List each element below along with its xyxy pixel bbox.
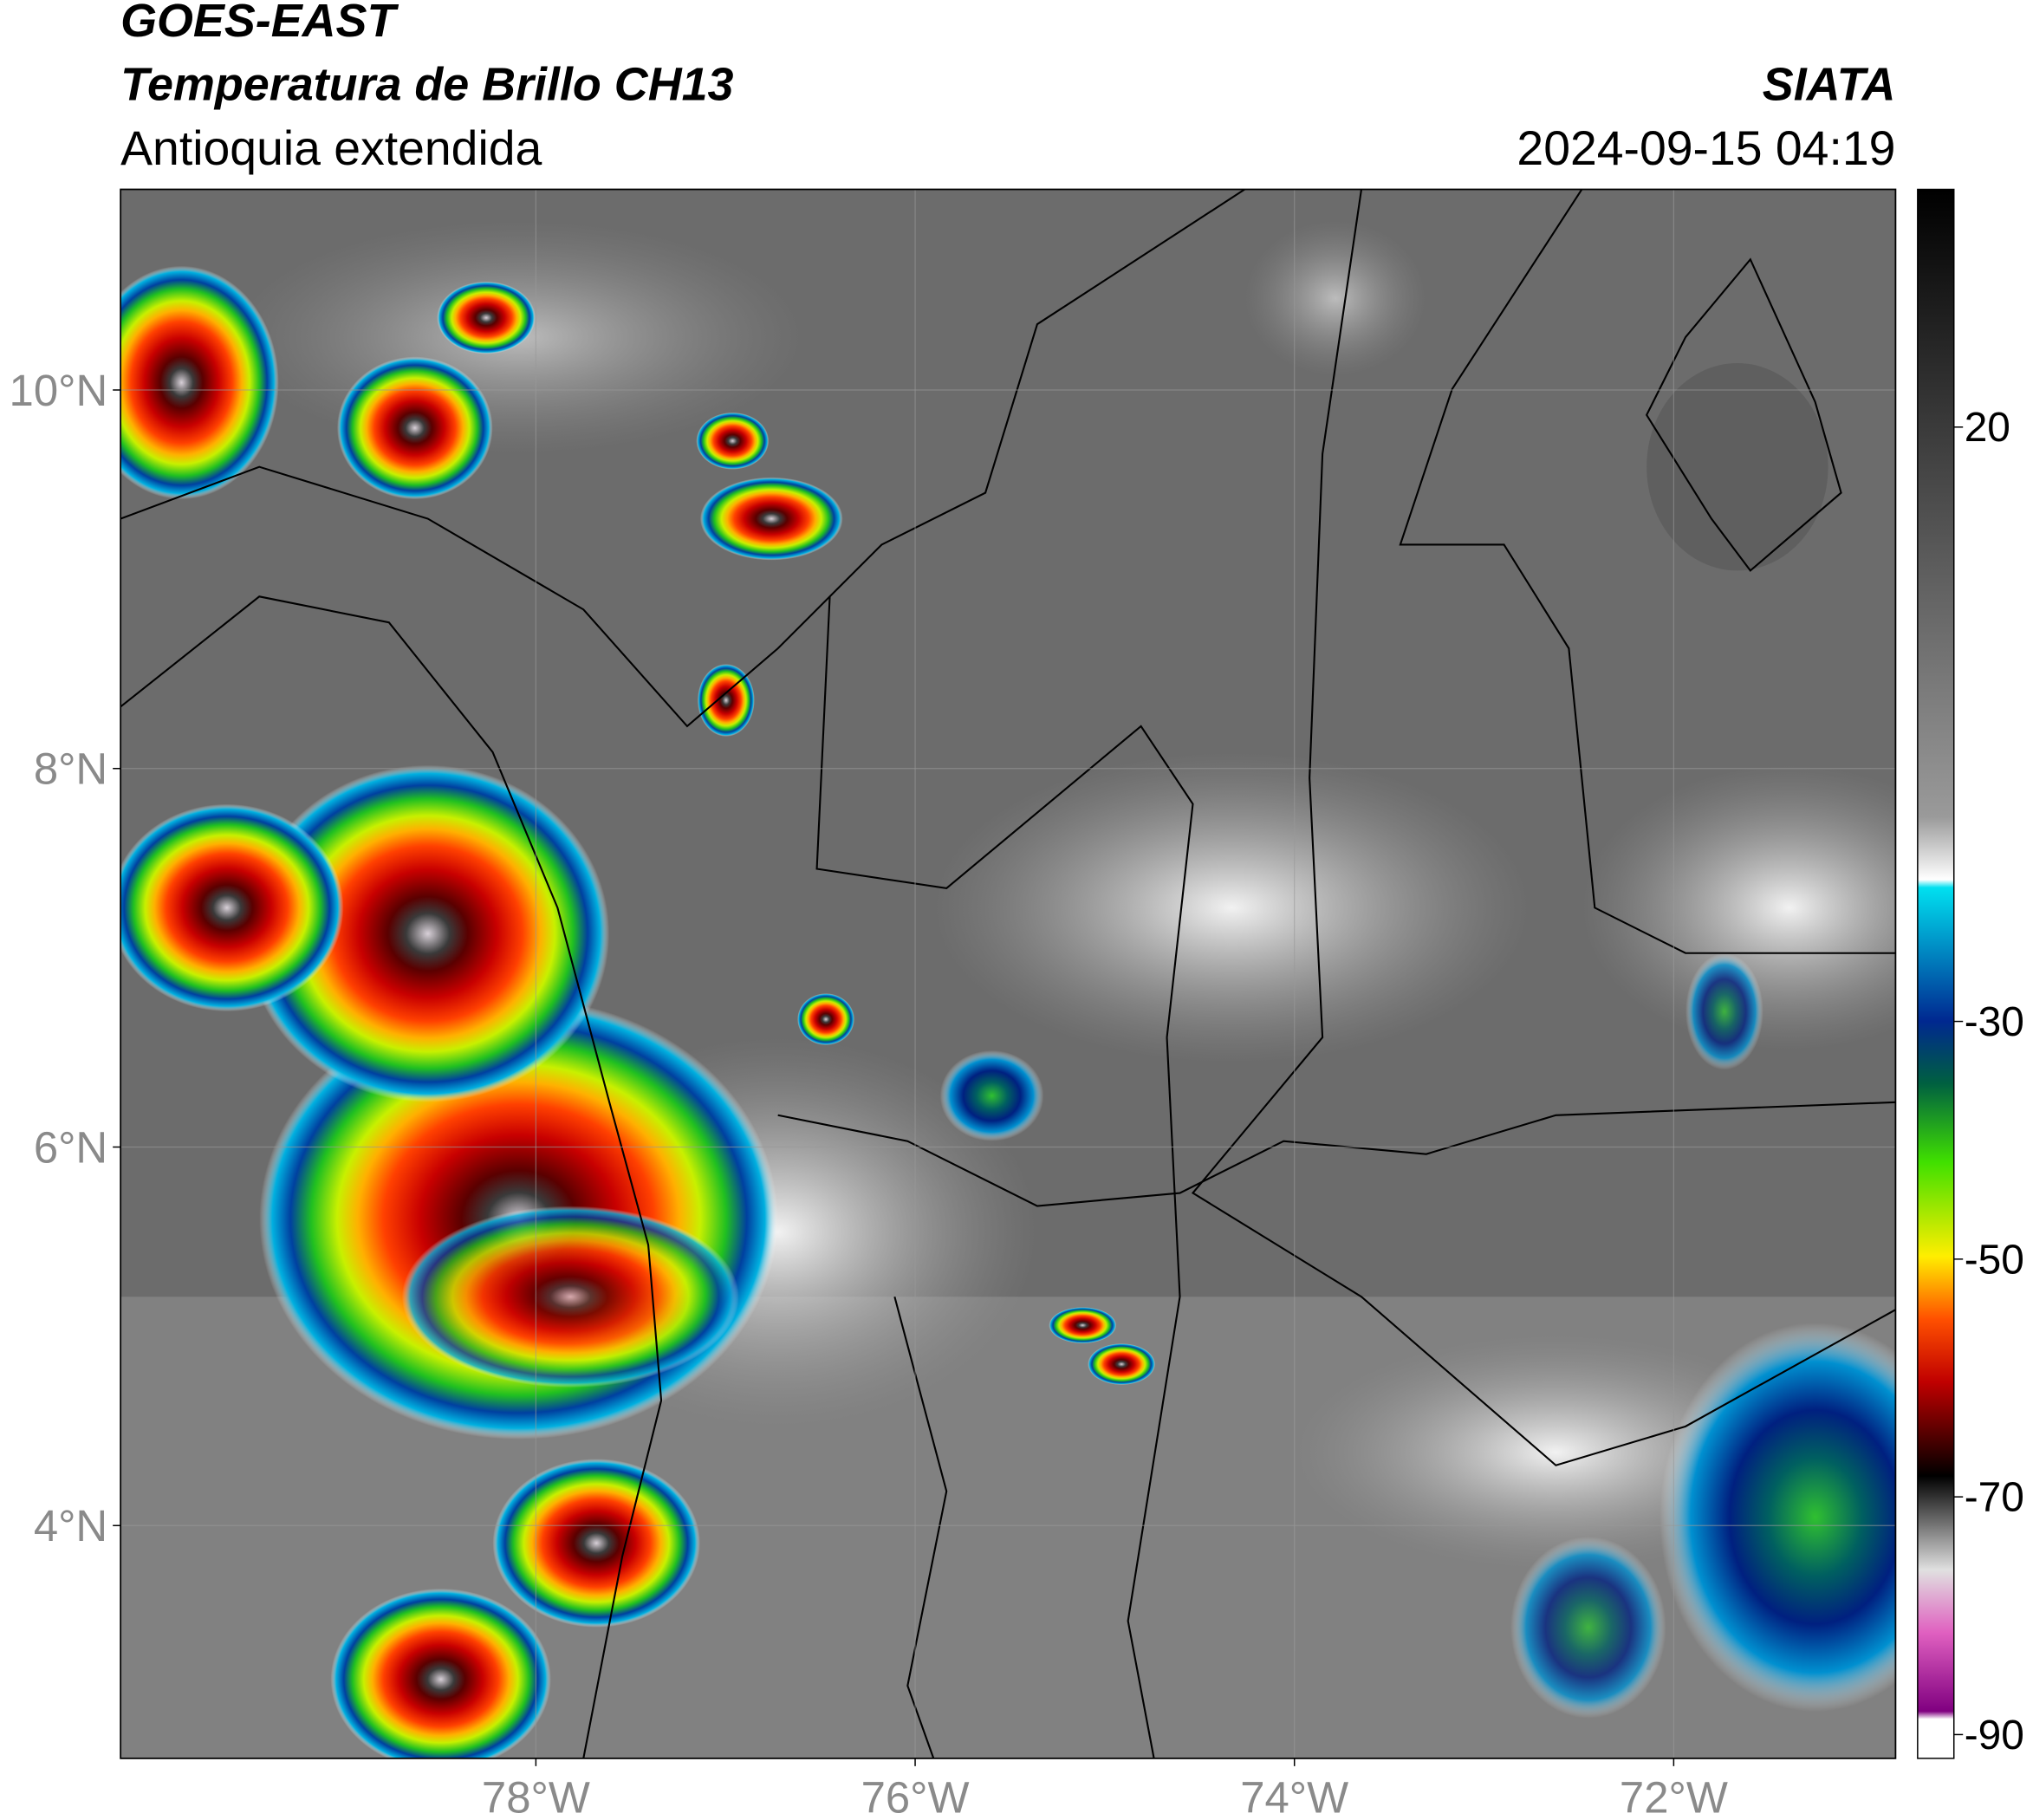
cold-cloud (1510, 1537, 1666, 1719)
storm (697, 664, 755, 737)
storm (696, 412, 770, 470)
colorbar-label: -50 (1965, 1237, 2024, 1283)
cold-cloud (939, 1050, 1044, 1141)
border (815, 596, 1194, 1758)
lake-shore (1645, 257, 1842, 572)
storm (1088, 1343, 1156, 1385)
x-tick-label: 74°W (1240, 1773, 1348, 1820)
colorbar (1917, 188, 1955, 1759)
cloud (1244, 220, 1426, 376)
border (1191, 189, 1896, 1466)
map-frame (120, 188, 1897, 1759)
region: Antioquia extendida (120, 121, 542, 175)
storm (797, 993, 854, 1045)
storm (120, 265, 279, 500)
storm (492, 1459, 700, 1628)
cold-cloud (1686, 952, 1763, 1070)
storm (1049, 1307, 1117, 1344)
storm (699, 477, 843, 561)
x-tick-label: 72°W (1620, 1773, 1728, 1820)
map (120, 189, 1896, 1758)
border (1399, 189, 1896, 954)
lake (1647, 362, 1828, 571)
x-tick-label: 76°W (861, 1773, 970, 1820)
colorbar-label: -90 (1965, 1713, 2024, 1758)
datetime: 2024-09-15 04:19 (1517, 121, 1895, 175)
source: SIATA (1763, 58, 1896, 110)
border (893, 1296, 948, 1758)
storm (401, 1206, 739, 1388)
storm (337, 356, 493, 500)
x-tick-label: 78°W (482, 1773, 590, 1820)
cold-cloud (1660, 1323, 1896, 1712)
storm (330, 1588, 551, 1758)
border (120, 189, 1245, 728)
colorbar-label: 20 (1965, 405, 2010, 451)
colorbar-label: -30 (1965, 999, 2024, 1045)
storm (246, 764, 610, 1102)
subtitle: Temperatura de Brillo CH13 (120, 58, 733, 110)
border (777, 1101, 1896, 1207)
storm (437, 281, 536, 354)
coastline (120, 595, 663, 1758)
y-tick-label: 4°N (34, 1501, 107, 1550)
storm (120, 803, 344, 1012)
cloud (1582, 764, 1896, 1050)
cloud (933, 751, 1530, 1063)
y-tick-label: 6°N (34, 1122, 107, 1172)
y-tick-label: 8°N (34, 744, 107, 794)
y-tick-label: 10°N (10, 366, 108, 415)
colorbar-label: -70 (1965, 1475, 2024, 1521)
title: GOES-EAST (120, 0, 399, 47)
